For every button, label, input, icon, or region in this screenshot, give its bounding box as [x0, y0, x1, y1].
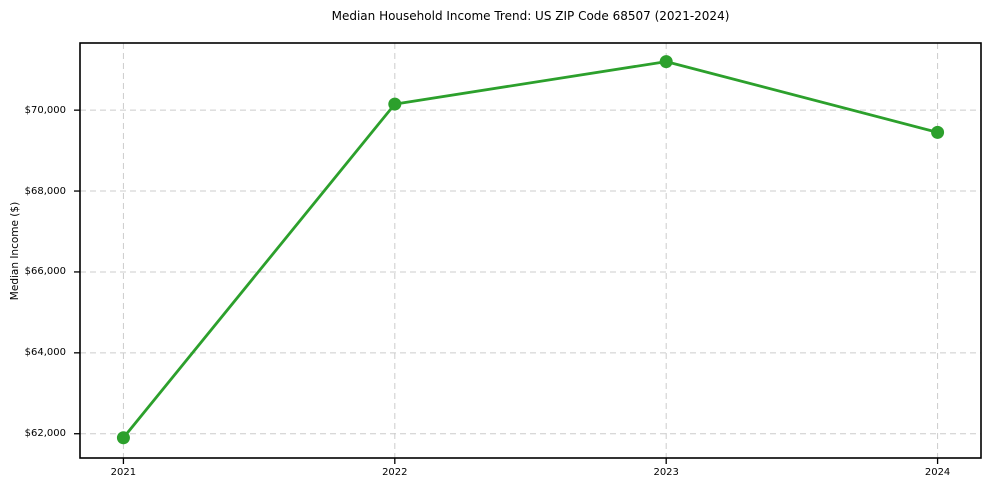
data-point-2024 [931, 125, 945, 139]
x-tick-label: 2023 [653, 467, 679, 478]
y-tick-label: $66,000 [24, 266, 66, 278]
data-point-2022 [388, 97, 402, 111]
y-tick-label: $68,000 [24, 185, 66, 197]
y-tick-label: $62,000 [24, 428, 66, 440]
tick-marks [74, 109, 939, 464]
y-tick-label: $70,000 [24, 104, 66, 116]
data-point-2023 [659, 55, 673, 69]
trend-line [122, 60, 939, 440]
x-tick-label: 2024 [924, 467, 951, 478]
data-point-2021 [116, 431, 130, 445]
x-tick-label: 2021 [110, 467, 137, 478]
plot-border [79, 42, 982, 459]
y-tick-label: $64,000 [24, 347, 66, 359]
chart-title: Median Household Income Trend: US ZIP Co… [331, 9, 730, 23]
gridlines [80, 43, 981, 458]
x-tick-label: 2022 [382, 467, 408, 478]
